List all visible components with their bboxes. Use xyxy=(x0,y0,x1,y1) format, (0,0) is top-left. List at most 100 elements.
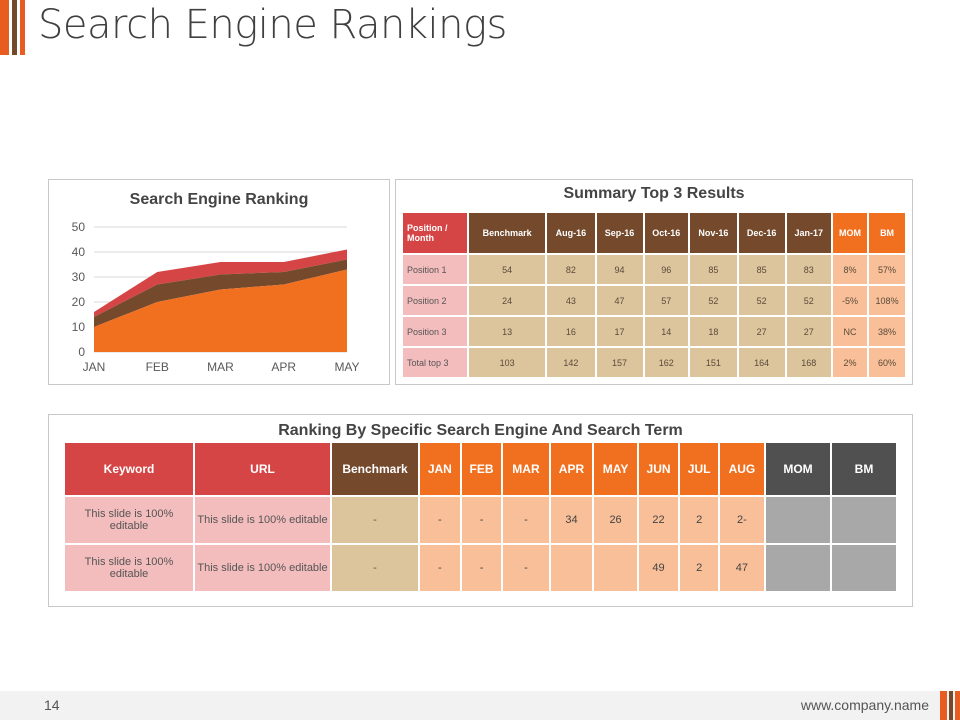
x-tick-label: MAR xyxy=(207,360,234,374)
summary-cell: 108% xyxy=(869,286,905,315)
summary-cell: 47 xyxy=(596,286,643,315)
ranking-cell: - xyxy=(461,497,502,543)
ranking-mom-cell xyxy=(766,497,830,543)
ranking-header-feb: FEB xyxy=(461,443,502,495)
summary-header-nov16: Nov-16 xyxy=(690,213,737,253)
ranking-table: Keyword URL Benchmark JAN FEB MAR APR MA… xyxy=(63,441,898,593)
summary-title: Summary Top 3 Results xyxy=(563,185,745,202)
summary-cell: 60% xyxy=(869,348,905,377)
summary-cell: 151 xyxy=(690,348,737,377)
chart-panel: Search Engine Ranking 0 10 20 30 40 50 JAN FEB M… xyxy=(48,179,390,385)
y-tick-label: 10 xyxy=(72,320,86,334)
ranking-url-cell: This slide is 100% editable xyxy=(195,545,330,591)
summary-cell: 43 xyxy=(547,286,595,315)
website-link: www.company.name xyxy=(800,697,929,713)
summary-cell: 27 xyxy=(738,317,785,346)
ranking-header-aug: AUG xyxy=(719,443,764,495)
ranking-header-jan: JAN xyxy=(420,443,460,495)
summary-cell: 57 xyxy=(644,286,689,315)
ranking-bm-cell xyxy=(832,497,896,543)
ranking-header-url: URL xyxy=(195,443,330,495)
y-tick-label: 40 xyxy=(72,245,86,259)
ranking-row: This slide is 100% editable This slide is… xyxy=(65,545,896,591)
summary-cell: 82 xyxy=(547,255,595,284)
summary-cell: 162 xyxy=(644,348,689,377)
ranking-header-may: MAY xyxy=(594,443,637,495)
summary-row: Total top 3 103 142 157 162 151 164 168 2% 60% xyxy=(403,348,905,377)
ranking-keyword-cell: This slide is 100% editable xyxy=(65,497,193,543)
summary-header-position: Position / Month xyxy=(403,213,467,253)
summary-panel: Summary Top 3 Results Position / Month B… xyxy=(395,179,913,385)
area-series-2 xyxy=(94,259,347,327)
area-series-3 xyxy=(94,249,347,317)
slide-title: Search Engine Rankings xyxy=(38,2,507,48)
summary-row-label: Position 2 xyxy=(403,286,467,315)
ranking-cell xyxy=(550,545,593,591)
ranking-cell: 34 xyxy=(550,497,593,543)
y-tick-label: 20 xyxy=(72,295,86,309)
ranking-cell: 2 xyxy=(680,545,718,591)
summary-cell: 52 xyxy=(690,286,737,315)
summary-cell: 52 xyxy=(738,286,785,315)
summary-cell: 57% xyxy=(869,255,905,284)
ranking-url-cell: This slide is 100% editable xyxy=(195,497,330,543)
y-tick-label: 30 xyxy=(72,270,86,284)
summary-cell: 17 xyxy=(596,317,643,346)
ranking-panel: Ranking By Specific Search Engine And Se… xyxy=(48,414,913,607)
summary-row-label: Position 3 xyxy=(403,317,467,346)
area-chart: 0 10 20 30 40 50 JAN FEB MAR APR MAY xyxy=(72,220,360,374)
ranking-bm-cell xyxy=(832,545,896,591)
summary-row: Position 2 24 43 47 57 52 52 52 -5% 108% xyxy=(403,286,905,315)
summary-table: Position / Month Benchmark Aug-16 Sep-16… xyxy=(401,211,907,379)
ranking-header-mar: MAR xyxy=(503,443,549,495)
ranking-title: Ranking By Specific Search Engine And Se… xyxy=(278,422,683,439)
ranking-header-keyword: Keyword xyxy=(65,443,193,495)
ranking-header-jun: JUN xyxy=(638,443,679,495)
y-tick-label: 50 xyxy=(72,220,86,234)
ranking-header-apr: APR xyxy=(550,443,593,495)
footer: 14 www.company.name xyxy=(0,691,960,720)
ranking-cell: 2- xyxy=(719,497,764,543)
summary-header-aug16: Aug-16 xyxy=(547,213,595,253)
summary-header-row: Position / Month Benchmark Aug-16 Sep-16… xyxy=(403,213,905,253)
summary-cell: 8% xyxy=(832,255,868,284)
y-tick-label: 0 xyxy=(78,345,85,359)
summary-header-mom: MOM xyxy=(832,213,868,253)
summary-cell: 142 xyxy=(547,348,595,377)
ranking-header-benchmark: Benchmark xyxy=(332,443,418,495)
page-number: 14 xyxy=(44,697,60,713)
chart-title: Search Engine Ranking xyxy=(129,191,309,208)
ranking-cell: 49 xyxy=(638,545,679,591)
summary-cell: 38% xyxy=(869,317,905,346)
summary-cell: 94 xyxy=(596,255,643,284)
ranking-row: This slide is 100% editable This slide is… xyxy=(65,497,896,543)
ranking-cell: 26 xyxy=(594,497,637,543)
ranking-header-bm: BM xyxy=(832,443,896,495)
ranking-benchmark-cell: - xyxy=(332,545,418,591)
ranking-header-mom: MOM xyxy=(766,443,830,495)
x-tick-label: APR xyxy=(271,360,296,374)
title-accent-bars xyxy=(0,0,30,55)
summary-cell: 85 xyxy=(738,255,785,284)
summary-header-benchmark: Benchmark xyxy=(469,213,546,253)
summary-cell: 14 xyxy=(644,317,689,346)
summary-cell: 96 xyxy=(644,255,689,284)
ranking-header-jul: JUL xyxy=(680,443,718,495)
summary-cell: 27 xyxy=(786,317,831,346)
summary-header-oct16: Oct-16 xyxy=(644,213,689,253)
ranking-benchmark-cell: - xyxy=(332,497,418,543)
summary-cell: 157 xyxy=(596,348,643,377)
summary-row: Position 1 54 82 94 96 85 85 83 8% 57% xyxy=(403,255,905,284)
summary-cell: 168 xyxy=(786,348,831,377)
summary-header-jan17: Jan-17 xyxy=(786,213,831,253)
summary-cell: 16 xyxy=(547,317,595,346)
ranking-header-row: Keyword URL Benchmark JAN FEB MAR APR MA… xyxy=(65,443,896,495)
summary-cell: 2% xyxy=(832,348,868,377)
summary-header-bm: BM xyxy=(869,213,905,253)
x-tick-label: FEB xyxy=(146,360,169,374)
summary-header-dec16: Dec-16 xyxy=(738,213,785,253)
ranking-cell: - xyxy=(420,497,460,543)
ranking-cell: - xyxy=(503,545,549,591)
x-tick-label: JAN xyxy=(83,360,106,374)
summary-row-label: Total top 3 xyxy=(403,348,467,377)
